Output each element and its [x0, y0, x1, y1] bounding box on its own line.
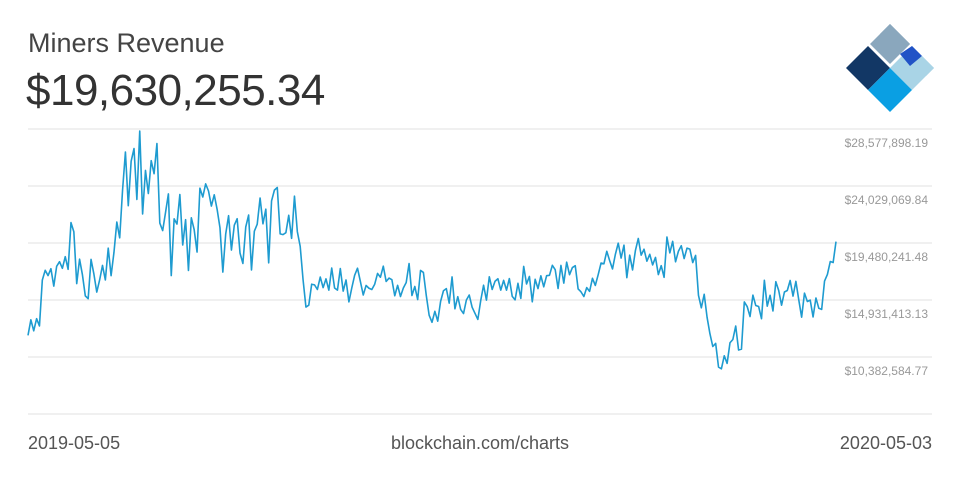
y-tick-label: $19,480,241.48 [845, 250, 929, 264]
series-layer [27, 130, 837, 370]
y-tick-label: $24,029,069.84 [845, 193, 929, 207]
logo-light-accent [914, 56, 934, 76]
x-axis-start-date: 2019-05-05 [28, 433, 121, 453]
y-tick-label: $28,577,898.19 [845, 136, 929, 150]
logo-blue-accent [900, 46, 922, 66]
logo-bottom-tile [868, 68, 912, 112]
x-axis-end-date: 2020-05-03 [839, 433, 932, 453]
y-tick-label: $14,931,413.13 [845, 307, 929, 321]
blockchain-logo-icon [846, 24, 934, 112]
chart-title: Miners Revenue [28, 28, 225, 58]
logo-top-accent [880, 24, 910, 54]
source-link[interactable]: blockchain.com/charts [390, 433, 570, 453]
current-value: $19,630,255.34 [26, 66, 325, 115]
series-line [27, 130, 837, 370]
y-tick-labels: $10,382,584.77 $14,931,413.13 $19,480,241.… [845, 136, 929, 378]
y-tick-label: $10,382,584.77 [845, 364, 929, 378]
gridlines [28, 128, 932, 415]
